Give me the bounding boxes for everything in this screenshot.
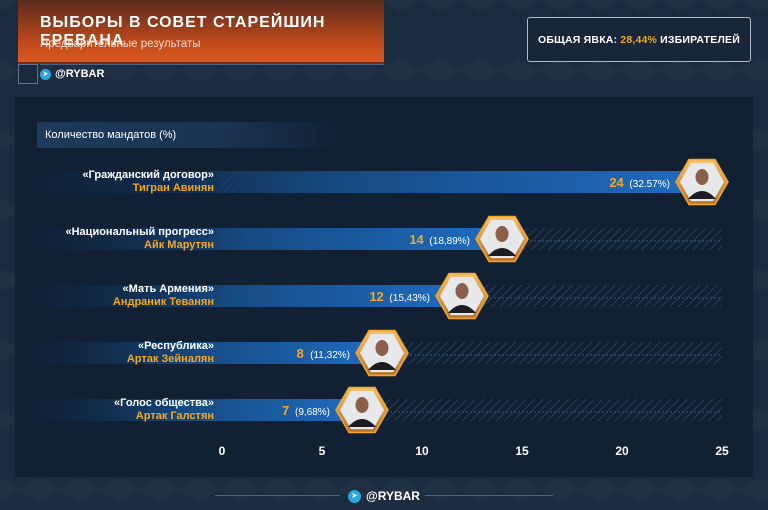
percent-label: (11,32%) (310, 350, 350, 361)
percent-label: (18,89%) (429, 236, 470, 247)
turnout-suffix: ИЗБИРАТЕЛЕЙ (660, 33, 740, 46)
leader-label: Тигран Авинян (133, 182, 214, 194)
bar (40, 228, 502, 250)
portrait-head (355, 397, 369, 413)
brand-name: @RYBAR (55, 68, 105, 80)
leader-label: Андраник Теванян (113, 296, 214, 308)
portrait-body (368, 362, 396, 370)
category-label: «Гражданский договор» (82, 169, 214, 181)
telegram-icon: ➤ (348, 489, 362, 503)
x-tick-label: 5 (319, 444, 326, 458)
leader-label: Айк Марутян (144, 239, 214, 251)
header-corner-box (18, 64, 38, 84)
category-label: «Мать Армения» (123, 283, 214, 295)
x-tick-label: 25 (715, 444, 729, 458)
brand-bottom[interactable]: ➤ @RYBAR (0, 488, 768, 504)
x-tick-label: 0 (219, 444, 226, 458)
value-label: 7 (282, 403, 289, 418)
page-subtitle: Предварительные результаты (40, 38, 201, 50)
portrait-body (688, 191, 716, 199)
percent-label: (9,68%) (295, 407, 330, 418)
x-tick-label: 15 (515, 444, 529, 458)
bar (40, 342, 382, 364)
leader-label: Артак Галстян (136, 410, 214, 422)
brand-divider (40, 64, 384, 65)
portrait-head (695, 169, 709, 185)
brand-top[interactable]: ➤ @RYBAR (40, 66, 104, 82)
bar (40, 171, 702, 193)
value-label: 14 (409, 232, 424, 247)
portrait-head (495, 226, 509, 242)
percent-label: (15,43%) (389, 293, 430, 304)
turnout-box: ОБЩАЯ ЯВКА: 28,44% ИЗБИРАТЕЛЕЙ (527, 17, 751, 62)
bar (40, 399, 362, 421)
value-label: 24 (609, 175, 624, 190)
value-label: 12 (369, 289, 383, 304)
brand-name: @RYBAR (366, 489, 420, 503)
x-tick-label: 20 (615, 444, 629, 458)
footer-divider-left (215, 495, 340, 496)
x-tick-label: 10 (415, 444, 429, 458)
portrait-head (455, 283, 469, 299)
category-label: «Национальный прогресс» (66, 226, 215, 238)
turnout-label: ОБЩАЯ ЯВКА: (538, 33, 618, 46)
bar (40, 285, 462, 307)
header-banner: ВЫБОРЫ В СОВЕТ СТАРЕЙШИН ЕРЕВАНА Предвар… (18, 0, 384, 64)
portrait-body (488, 248, 516, 256)
portrait-body (448, 305, 476, 313)
chart-title: Количество мандатов (%) (45, 129, 177, 141)
portrait-head (375, 340, 389, 356)
portrait-body (348, 419, 376, 427)
metric-bar (37, 122, 347, 148)
footer-divider-right (425, 495, 553, 496)
telegram-icon: ➤ (40, 68, 51, 80)
category-label: «Голос общества» (114, 397, 214, 409)
page-title: ВЫБОРЫ В СОВЕТ СТАРЕЙШИН ЕРЕВАНА (40, 14, 326, 49)
leader-label: Артак Зейналян (127, 353, 214, 365)
value-label: 8 (297, 346, 304, 361)
percent-label: (32.57%) (629, 179, 670, 190)
category-label: «Республика» (138, 340, 214, 352)
turnout-value: 28,44% (620, 33, 658, 46)
